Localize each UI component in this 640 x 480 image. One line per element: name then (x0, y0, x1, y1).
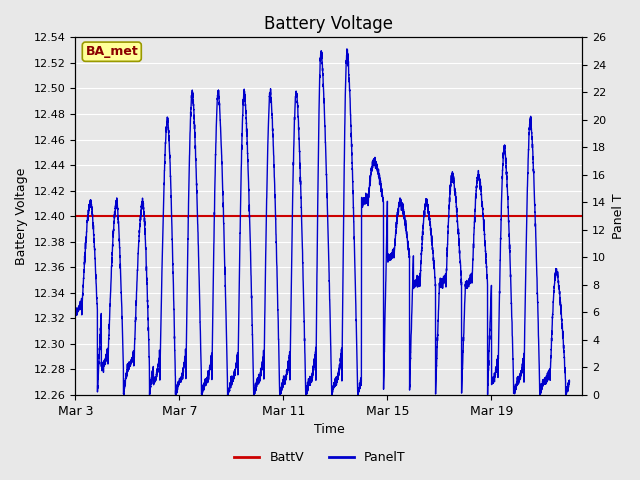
X-axis label: Time: Time (314, 423, 344, 436)
Text: BA_met: BA_met (85, 45, 138, 58)
Y-axis label: Battery Voltage: Battery Voltage (15, 168, 28, 265)
Title: Battery Voltage: Battery Voltage (264, 15, 394, 33)
Legend: BattV, PanelT: BattV, PanelT (229, 446, 411, 469)
Y-axis label: Panel T: Panel T (612, 193, 625, 239)
